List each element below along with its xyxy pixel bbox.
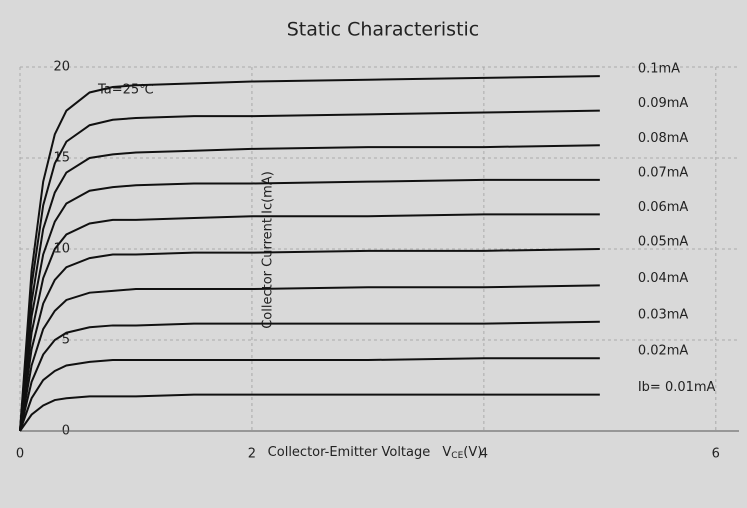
series-label: 0.03mA [638, 307, 689, 322]
series-label: 0.07mA [638, 165, 689, 180]
x-tick-label: 0 [16, 447, 24, 462]
x-tick-label: 4 [480, 447, 488, 462]
x-label-sub: CE [451, 451, 463, 461]
series-label: 0.02mA [638, 344, 689, 359]
series-label: 0.04mA [638, 271, 689, 286]
series-label: 0.05mA [638, 235, 689, 250]
series-label: 0.09mA [638, 96, 689, 111]
x-label-symbol: V [442, 445, 451, 460]
y-tick-label: 20 [53, 60, 70, 75]
x-label-text: Collector-Emitter Voltage [268, 445, 431, 460]
series-label: 0.08mA [638, 131, 689, 146]
x-tick-label: 2 [248, 447, 256, 462]
series-label: 0.1mA [638, 62, 680, 77]
chart-title: Static Characteristic [287, 19, 480, 41]
x-axis-label: Collector-Emitter Voltage VCE(V) [268, 445, 483, 461]
chart: Static Characteristic Ta=25℃ Collector-E… [0, 0, 747, 508]
y-axis-label: Collector Current Ic(mA) [261, 171, 276, 329]
x-tick-label: 6 [712, 447, 720, 462]
series-label: Ib= 0.01mA [638, 380, 716, 395]
series-label: 0.06mA [638, 200, 689, 215]
